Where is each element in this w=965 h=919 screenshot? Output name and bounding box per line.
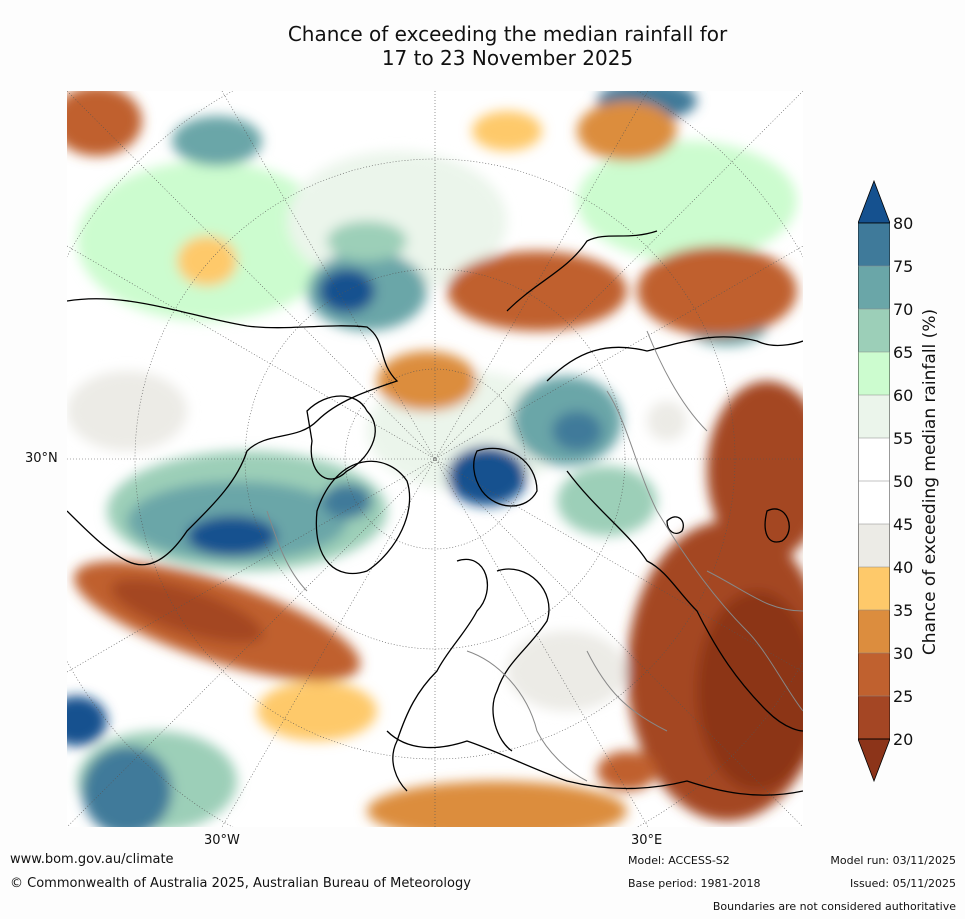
- colorbar-tick-75: 75: [893, 257, 914, 276]
- footer-base-period: Base period: 1981-2018: [628, 877, 761, 890]
- colorbar-band-65-70: [858, 309, 890, 352]
- footer-disclaimer: Boundaries are not considered authoritat…: [712, 900, 956, 913]
- footer-copyright: © Commonwealth of Australia 2025, Austra…: [10, 876, 471, 891]
- probability-field: [67, 91, 803, 827]
- colorbar: [858, 180, 890, 782]
- colorbar-band-70-75: [858, 266, 890, 309]
- colorbar-tick-30: 30: [893, 644, 914, 663]
- colorbar-tick-35: 35: [893, 601, 914, 620]
- colorbar-tick-80: 80: [893, 214, 914, 233]
- colorbar-band-55-60: [858, 395, 890, 438]
- footer-model-run: Model run: 03/11/2025: [830, 854, 956, 867]
- colorbar-tick-50: 50: [893, 472, 914, 491]
- colorbar-band-35-40: [858, 567, 890, 610]
- colorbar-band-60-65: [858, 352, 890, 395]
- coastlines: [67, 230, 803, 796]
- colorbar-label: Chance of exceeding median rainfall (%): [920, 308, 940, 656]
- colorbar-tick-40: 40: [893, 558, 914, 577]
- colorbar-tick-25: 25: [893, 687, 914, 706]
- rainfall-probability-map: [67, 91, 803, 827]
- colorbar-band-40-45: [858, 524, 890, 567]
- colorbar-tick-55: 55: [893, 429, 914, 448]
- colorbar-tick-70: 70: [893, 300, 914, 319]
- colorbar-extend-high: [858, 180, 890, 224]
- map-svg: [67, 91, 803, 827]
- title-line-2: 17 to 23 November 2025: [381, 46, 634, 70]
- footer-url: www.bom.gov.au/climate: [10, 852, 174, 867]
- map-title: Chance of exceeding the median rainfall …: [220, 22, 795, 70]
- longitude-label-30w: 30°W: [204, 833, 240, 848]
- colorbar-band-75-80: [858, 223, 890, 266]
- colorbar-tick-60: 60: [893, 386, 914, 405]
- country-borders: [266, 330, 803, 782]
- colorbar-tick-20: 20: [893, 730, 914, 749]
- colorbar-extend-low: [858, 738, 890, 782]
- title-line-1: Chance of exceeding the median rainfall …: [287, 22, 728, 46]
- longitude-label-30e: 30°E: [631, 833, 663, 848]
- graticule: [67, 91, 803, 827]
- colorbar-band-30-35: [858, 610, 890, 653]
- footer-model: Model: ACCESS-S2: [628, 854, 730, 867]
- colorbar-tick-65: 65: [893, 343, 914, 362]
- latitude-label-30n: 30°N: [25, 451, 58, 466]
- colorbar-tick-45: 45: [893, 515, 914, 534]
- colorbar-band-20-25: [858, 696, 890, 739]
- footer-issued: Issued: 05/11/2025: [849, 877, 956, 890]
- colorbar-band-25-30: [858, 653, 890, 696]
